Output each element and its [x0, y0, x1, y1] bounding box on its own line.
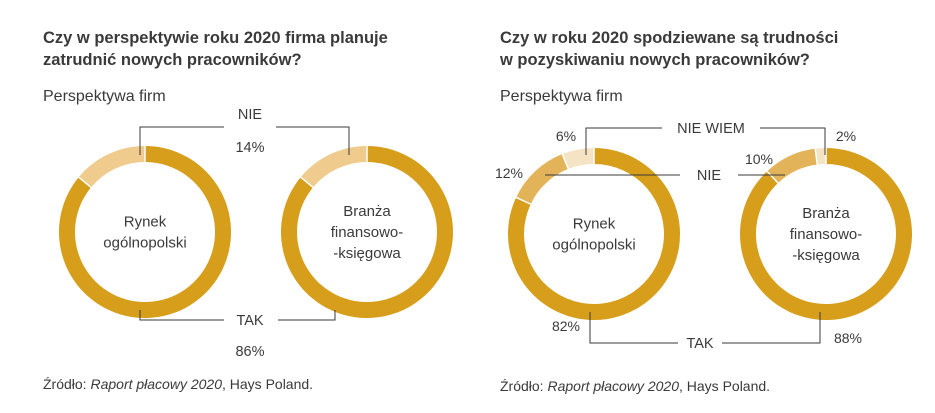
segment-separator: [299, 175, 315, 189]
label-pct: 82%: [552, 318, 580, 334]
panel1-title: Czy w perspektywie roku 2020 firma planu…: [43, 27, 388, 71]
panel1-subtitle: Perspektywa firm: [43, 88, 166, 105]
segment-separator: [514, 196, 532, 206]
panel2-source: Źródło: Raport płacowy 2020, Hays Poland…: [500, 378, 770, 394]
panel1-source: Źródło: Raport płacowy 2020, Hays Poland…: [43, 376, 313, 392]
center-label: finansowo-: [790, 226, 863, 243]
source-report-name: Raport płacowy 2020: [547, 378, 679, 394]
panel2-title-line2: w pozyskiwaniu nowych pracowników?: [500, 51, 810, 69]
leader-line: [139, 126, 224, 155]
leader-line: [722, 312, 821, 344]
panel2-title-line1: Czy w roku 2020 spodziewane są trudności: [500, 29, 839, 47]
panel2-subtitle: Perspektywa firm: [500, 88, 623, 105]
segment-separator: [814, 147, 819, 166]
center-label: Branża: [802, 205, 850, 222]
center-label: Rynek: [124, 214, 167, 231]
leader-line: [276, 126, 350, 155]
center-label: -księgowa: [792, 247, 860, 264]
nie-segment: [516, 154, 569, 205]
center-label: finansowo-: [331, 224, 404, 241]
center-label: Branża: [343, 203, 391, 220]
nie-segment: [767, 148, 818, 183]
source-suffix: , Hays Poland.: [679, 378, 771, 394]
leader-line: [278, 310, 336, 321]
segment-separator: [561, 152, 570, 171]
label-tak: TAK: [686, 336, 713, 352]
center-label: ogólnopolski: [552, 237, 635, 254]
source-report-name: Raport płacowy 2020: [90, 376, 222, 392]
source-prefix: Źródło:: [43, 376, 91, 392]
source-suffix: , Hays Poland.: [222, 376, 314, 392]
label-pct: 86%: [235, 344, 264, 360]
nie-wiem-segment: [815, 148, 826, 165]
label-pct: 6%: [556, 128, 576, 144]
segment-separator: [77, 175, 93, 189]
label-nie: NIE: [697, 168, 722, 184]
label-pct: 12%: [495, 165, 523, 181]
leader-line: [760, 127, 826, 155]
leader-line: [585, 127, 662, 155]
panel1-title-line2: zatrudnić nowych pracowników?: [43, 51, 302, 69]
source-prefix: Źródło:: [500, 378, 548, 394]
nie-segment: [300, 146, 367, 188]
label-pct: 2%: [836, 128, 856, 144]
panel1-title-line1: Czy w perspektywie roku 2020 firma planu…: [43, 29, 388, 47]
panel2-title: Czy w roku 2020 spodziewane są trudności…: [500, 27, 838, 71]
center-label: Rynek: [573, 216, 616, 233]
leader-line: [139, 310, 224, 321]
segment-separator: [765, 170, 780, 185]
label-nie: NIE: [238, 107, 263, 123]
label-pct: 14%: [235, 140, 264, 156]
label-tak: TAK: [236, 313, 263, 329]
label-pct: 88%: [834, 330, 862, 346]
label-nie-wiem: NIE WIEM: [677, 121, 745, 137]
label-pct: 10%: [745, 151, 773, 167]
leader-line: [589, 312, 678, 344]
center-label: ogólnopolski: [103, 235, 186, 252]
center-label: -księgowa: [333, 245, 401, 262]
nie-segment: [78, 146, 145, 188]
